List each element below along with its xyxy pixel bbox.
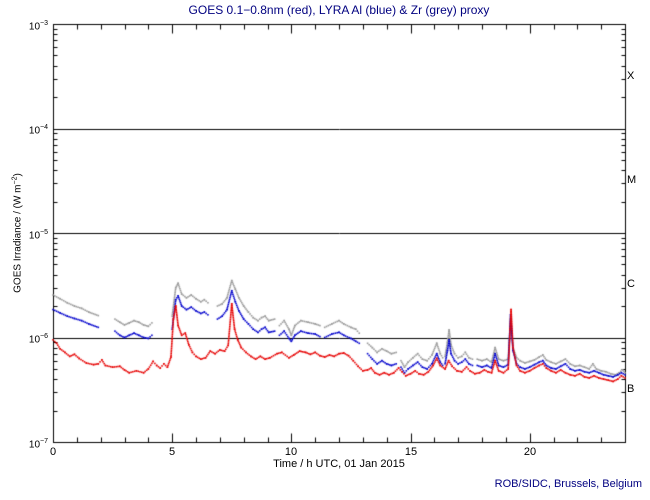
- y-tick-base: 10: [28, 230, 41, 242]
- chart-title: GOES 0.1−0.8nm (red), LYRA Al (blue) & Z…: [188, 3, 490, 17]
- x-tick-label-5: 5: [168, 446, 176, 458]
- y-tick-base: 10: [28, 334, 41, 346]
- x-axis-label: Time / h UTC, 01 Jan 2015: [273, 458, 405, 470]
- y-axis-label-suffix: ): [12, 173, 24, 177]
- y-tick-base: 10: [28, 125, 41, 137]
- y-tick-label-1e-3: 10−3: [6, 18, 48, 32]
- flare-class-b-label: B: [627, 383, 635, 395]
- y-tick-base: 10: [28, 21, 41, 33]
- footer-credit: ROB/SIDC, Brussels, Belgium: [494, 478, 642, 490]
- y-axis-label-exponent: −2: [11, 176, 19, 185]
- y-tick-exponent: −7: [40, 438, 48, 445]
- y-tick-label-1e-6: 10−6: [6, 331, 48, 345]
- flare-class-c-label: C: [627, 278, 635, 290]
- y-tick-exponent: −4: [40, 124, 48, 131]
- x-tick-label-10: 10: [284, 446, 298, 458]
- x-tick-label-0: 0: [49, 446, 57, 458]
- y-tick-label-1e-4: 10−4: [6, 122, 48, 136]
- y-tick-exponent: −5: [40, 229, 48, 236]
- flare-class-m-label: M: [627, 174, 637, 186]
- y-tick-exponent: −6: [40, 333, 48, 340]
- y-tick-label-1e-5: 10−5: [6, 227, 48, 241]
- x-tick-label-15: 15: [404, 446, 418, 458]
- flare-class-x-label: X: [627, 70, 635, 82]
- y-tick-base: 10: [28, 439, 41, 451]
- y-tick-label-1e-7: 10−7: [6, 436, 48, 450]
- y-tick-exponent: −3: [40, 20, 48, 27]
- x-tick-label-20: 20: [523, 446, 537, 458]
